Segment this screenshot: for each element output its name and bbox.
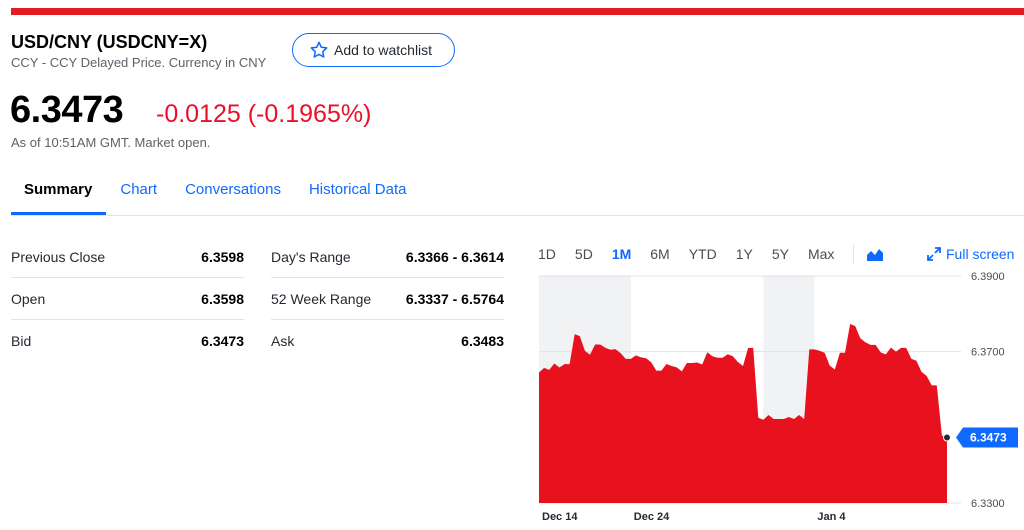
stat-value: 6.3366 - 6.3614 <box>405 248 504 265</box>
stat-label: Open <box>11 290 46 307</box>
current-price: 6.3473 <box>10 89 124 131</box>
current-price-tag <box>956 427 1018 448</box>
market-status: As of 10:51AM GMT. Market open. <box>11 135 211 150</box>
chart-area-series <box>539 323 947 503</box>
stat-label: Ask <box>271 332 295 349</box>
add-to-watchlist-button[interactable]: Add to watchlist <box>292 33 455 67</box>
add-to-watchlist-label: Add to watchlist <box>334 42 433 58</box>
star-icon <box>310 41 328 58</box>
range-divider <box>853 245 855 263</box>
stats-table-right: Day's Range 6.3366 - 6.3614 52 Week Rang… <box>271 236 504 361</box>
stat-row-previous-close: Previous Close 6.3598 <box>11 236 244 278</box>
stat-row-bid: Bid 6.3473 <box>11 320 244 361</box>
x-tick-label: Dec 24 <box>634 511 670 523</box>
area-chart-icon[interactable] <box>866 246 884 262</box>
y-tick-label: 6.3700 <box>971 347 1005 359</box>
range-5d[interactable]: 5D <box>574 246 593 262</box>
stat-value: 6.3598 <box>201 248 244 265</box>
tab-chart[interactable]: Chart <box>120 181 158 198</box>
stats-table-left: Previous Close 6.3598 Open 6.3598 Bid 6.… <box>11 236 244 361</box>
chart-x-axis: Dec 14 Dec 24 Jan 4 <box>542 511 846 523</box>
stat-label: Day's Range <box>271 248 351 265</box>
page-title: USD/CNY (USDCNY=X) <box>11 32 208 52</box>
price-change: -0.0125 (-0.1965%) <box>156 100 372 128</box>
range-6m[interactable]: 6M <box>650 246 670 262</box>
x-tick-label: Jan 4 <box>817 511 846 523</box>
brand-top-bar <box>11 8 1024 15</box>
tab-summary[interactable]: Summary <box>11 178 107 215</box>
quote-subtitle: CCY - CCY Delayed Price. Currency in CNY <box>11 55 267 70</box>
range-1m[interactable]: 1M <box>611 246 632 262</box>
current-price-label: 6.3473 <box>970 431 1007 445</box>
stat-value: 6.3483 <box>461 332 504 349</box>
full-screen-label: Full screen <box>946 246 1015 262</box>
x-tick-label: Dec 14 <box>542 511 578 523</box>
stat-row-52-week-range: 52 Week Range 6.3337 - 6.5764 <box>271 278 504 320</box>
tab-conversations[interactable]: Conversations <box>185 181 281 198</box>
current-point <box>943 433 951 442</box>
stat-label: Previous Close <box>11 248 106 265</box>
expand-icon <box>927 247 941 261</box>
chart-current-marker: 6.3473 <box>943 427 1018 448</box>
range-1y[interactable]: 1Y <box>735 246 753 262</box>
stat-value: 6.3598 <box>201 290 244 307</box>
full-screen-button[interactable]: Full screen <box>927 246 1014 262</box>
stat-row-open: Open 6.3598 <box>11 278 244 320</box>
chart-range-selector: 1D 5D 1M 6M YTD 1Y 5Y Max <box>538 245 884 263</box>
y-tick-label: 6.3300 <box>971 498 1005 510</box>
chart-y-axis: 6.3900 6.3700 6.3300 <box>971 271 1005 510</box>
stat-label: Bid <box>11 332 32 349</box>
range-ytd[interactable]: YTD <box>688 246 717 262</box>
stat-row-days-range: Day's Range 6.3366 - 6.3614 <box>271 236 504 278</box>
stat-label: 52 Week Range <box>271 290 372 307</box>
tab-historical-data[interactable]: Historical Data <box>308 181 407 198</box>
range-max[interactable]: Max <box>807 246 835 262</box>
range-5y[interactable]: 5Y <box>771 246 789 262</box>
y-tick-label: 6.3900 <box>971 271 1005 283</box>
stat-value: 6.3337 - 6.5764 <box>405 290 504 307</box>
range-1d[interactable]: 1D <box>538 246 556 262</box>
stat-row-ask: Ask 6.3483 <box>271 320 504 361</box>
stat-value: 6.3473 <box>201 332 244 349</box>
tab-divider <box>11 215 1024 216</box>
quote-tabs: Summary Chart Conversations Historical D… <box>11 178 420 218</box>
area-series <box>539 323 947 503</box>
